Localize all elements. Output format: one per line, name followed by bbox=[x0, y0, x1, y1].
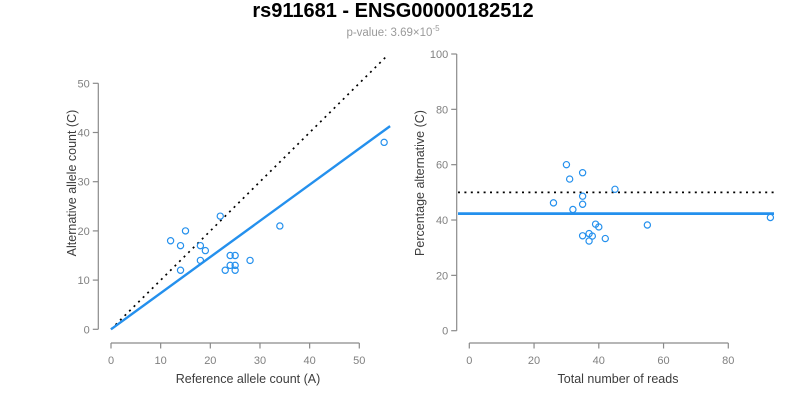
y-tick-label: 20 bbox=[436, 270, 448, 282]
percentage-alternative-scatter: 0 20 40 60 80 0 20 40 60 80 100 Total number of rea… bbox=[413, 49, 775, 386]
x-tick-label: 40 bbox=[304, 355, 316, 367]
data-point bbox=[578, 200, 587, 208]
y-tick-label: 50 bbox=[78, 78, 90, 90]
y-tick-label: 40 bbox=[78, 128, 90, 140]
p-value-subtitle: p-value: 3.69×10-5 bbox=[0, 24, 786, 39]
data-point bbox=[201, 246, 210, 255]
data-point bbox=[565, 175, 574, 183]
data-point bbox=[246, 256, 254, 265]
p-value-text: p-value: 3.69×10 bbox=[346, 26, 433, 39]
data-point bbox=[549, 199, 558, 207]
data-point bbox=[166, 237, 175, 245]
data-point bbox=[226, 261, 234, 270]
data-point bbox=[578, 192, 587, 200]
data-point bbox=[643, 221, 652, 229]
data-point bbox=[216, 212, 224, 220]
data-point bbox=[176, 266, 185, 274]
data-point bbox=[176, 241, 185, 250]
data-point bbox=[588, 232, 597, 240]
data-point bbox=[569, 205, 577, 214]
data-point bbox=[196, 241, 205, 250]
y-tick-label: 0 bbox=[84, 324, 90, 336]
y-tick-label: 40 bbox=[436, 215, 448, 227]
y-tick-label: 60 bbox=[436, 160, 448, 172]
y-tick-label: 10 bbox=[78, 275, 90, 287]
y-tick-label: 0 bbox=[442, 326, 448, 338]
data-point bbox=[221, 266, 229, 274]
regression-line bbox=[110, 125, 391, 331]
y-tick-label: 100 bbox=[430, 49, 448, 61]
data-point bbox=[611, 185, 619, 194]
x-tick-label: 0 bbox=[466, 355, 472, 367]
y-axis-label: Alternative allele count (C) bbox=[65, 110, 79, 257]
x-tick-label: 10 bbox=[155, 355, 167, 367]
x-tick-label: 50 bbox=[353, 355, 365, 367]
x-axis-label: Reference allele count (A) bbox=[176, 372, 321, 386]
page-title: rs911681 - ENSG00000182512 bbox=[252, 0, 534, 22]
data-point bbox=[595, 223, 603, 231]
y-tick-label: 20 bbox=[78, 226, 90, 238]
data-point bbox=[276, 222, 284, 230]
x-axis-label: Total number of reads bbox=[558, 372, 679, 386]
data-point bbox=[578, 232, 587, 240]
data-point bbox=[181, 227, 190, 235]
y-tick-label: 80 bbox=[436, 104, 448, 116]
x-tick-label: 60 bbox=[657, 355, 669, 367]
x-tick-label: 20 bbox=[204, 355, 216, 367]
data-point bbox=[226, 251, 234, 260]
p-value-exponent: -5 bbox=[432, 24, 440, 33]
data-point bbox=[196, 256, 205, 265]
allele-count-scatter: 0 10 20 30 40 50 0 10 20 30 40 50 Reference allele c… bbox=[65, 56, 391, 386]
data-point bbox=[231, 261, 239, 270]
y-tick-label: 30 bbox=[78, 177, 90, 189]
data-point bbox=[380, 138, 388, 147]
data-point bbox=[231, 251, 239, 260]
data-point bbox=[585, 237, 593, 245]
x-tick-label: 80 bbox=[722, 355, 734, 367]
data-point bbox=[766, 213, 775, 222]
data-point bbox=[231, 266, 239, 274]
x-tick-label: 40 bbox=[593, 355, 605, 367]
x-tick-label: 0 bbox=[108, 355, 114, 367]
x-tick-label: 30 bbox=[254, 355, 266, 367]
data-point bbox=[601, 234, 609, 243]
data-point bbox=[562, 160, 571, 169]
chart-header: rs911681 - ENSG00000182512 p-value: 3.69… bbox=[0, 0, 786, 39]
y-axis-label: Percentage alternative (C) bbox=[413, 110, 427, 256]
identity-line bbox=[110, 56, 387, 330]
x-tick-label: 20 bbox=[528, 355, 540, 367]
data-point bbox=[578, 169, 587, 177]
